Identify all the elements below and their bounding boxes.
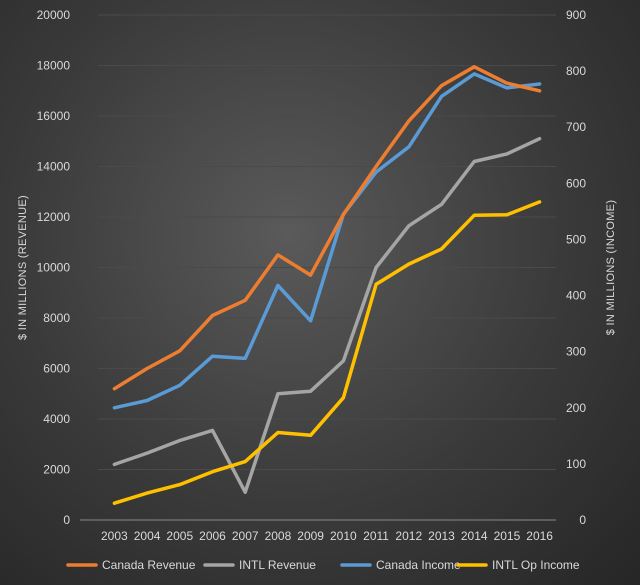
legend-label: INTL Revenue xyxy=(239,558,316,572)
left-tick-label: 12000 xyxy=(37,210,71,224)
left-tick-label: 0 xyxy=(63,513,70,527)
right-tick-label: 400 xyxy=(566,289,586,303)
left-tick-label: 10000 xyxy=(37,261,71,275)
series-line-canada-revenue xyxy=(112,65,542,391)
x-tick-label: 2011 xyxy=(363,529,389,543)
left-tick-label: 2000 xyxy=(43,463,70,477)
axes: 0200040006000800010000120001400016000180… xyxy=(37,8,587,543)
series-line-intl-op-income xyxy=(112,200,542,505)
x-tick-label: 2012 xyxy=(395,529,422,543)
series-line-canada-income xyxy=(112,72,542,410)
legend-label: INTL Op Income xyxy=(492,558,580,572)
right-tick-label: 800 xyxy=(566,64,586,78)
legend-label: Canada Revenue xyxy=(102,558,196,572)
x-tick-label: 2015 xyxy=(494,529,521,543)
right-tick-label: 0 xyxy=(579,513,586,527)
left-tick-label: 18000 xyxy=(37,59,71,73)
left-tick-label: 4000 xyxy=(43,412,70,426)
x-tick-label: 2014 xyxy=(461,529,488,543)
series-lines xyxy=(112,65,542,505)
x-tick-label: 2004 xyxy=(134,529,161,543)
legend-label: Canada Income xyxy=(376,558,461,572)
right-tick-label: 600 xyxy=(566,176,586,190)
series-line-intl-revenue xyxy=(112,136,542,494)
left-tick-label: 14000 xyxy=(37,160,71,174)
x-tick-label: 2009 xyxy=(297,529,324,543)
right-tick-label: 700 xyxy=(566,120,586,134)
left-tick-label: 6000 xyxy=(43,362,70,376)
right-axis-title: $ IN MILLIONS (INCOME) xyxy=(605,200,617,336)
right-tick-label: 100 xyxy=(566,457,586,471)
x-tick-label: 2016 xyxy=(526,529,553,543)
x-tick-label: 2010 xyxy=(330,529,357,543)
x-tick-label: 2008 xyxy=(265,529,292,543)
left-tick-label: 16000 xyxy=(37,109,71,123)
legend: Canada Revenue INTL Revenue Canada Income I… xyxy=(66,558,580,572)
right-tick-label: 900 xyxy=(566,8,586,22)
x-tick-label: 2006 xyxy=(199,529,226,543)
x-tick-label: 2003 xyxy=(101,529,128,543)
right-tick-label: 200 xyxy=(566,401,586,415)
right-tick-label: 300 xyxy=(566,345,586,359)
left-tick-label: 20000 xyxy=(37,8,71,22)
x-tick-label: 2013 xyxy=(428,529,455,543)
left-tick-label: 8000 xyxy=(43,311,70,325)
left-axis-title: $ IN MILLIONS (REVENUE) xyxy=(17,195,29,340)
x-tick-label: 2005 xyxy=(166,529,193,543)
x-tick-label: 2007 xyxy=(232,529,259,543)
right-tick-label: 500 xyxy=(566,232,586,246)
